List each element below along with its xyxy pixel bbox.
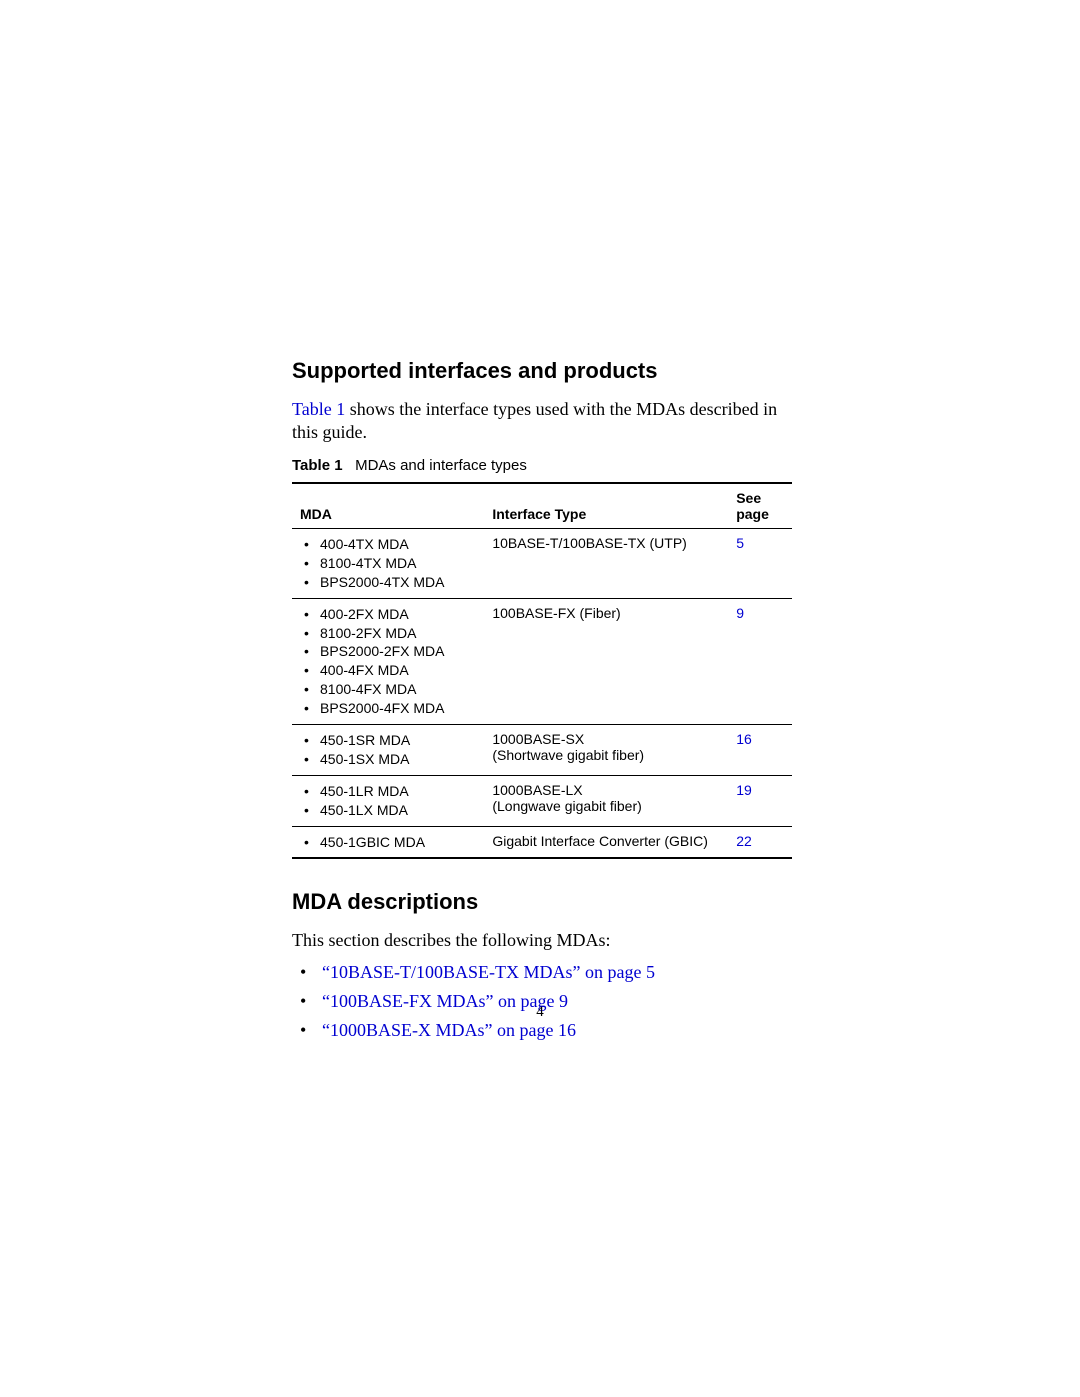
cell-mda: 400-4TX MDA8100-4TX MDABPS2000-4TX MDA [292, 529, 484, 599]
cell-see-page: 9 [728, 598, 792, 724]
table-row: 450-1GBIC MDA Gigabit Interface Converter… [292, 826, 792, 858]
mda-list: 450-1GBIC MDA [300, 833, 476, 852]
cell-interface-type: 1000BASE-LX(Longwave gigabit fiber) [484, 775, 728, 826]
page-ref-link[interactable]: 19 [736, 782, 752, 798]
mda-item: 8100-2FX MDA [300, 624, 476, 643]
mda-item: 400-4TX MDA [300, 535, 476, 554]
mda-item: 450-1SR MDA [300, 731, 476, 750]
page: Supported interfaces and products Table … [0, 0, 1080, 1397]
mda-item: 400-4FX MDA [300, 661, 476, 680]
mda-list: 400-4TX MDA8100-4TX MDABPS2000-4TX MDA [300, 535, 476, 592]
table-caption: Table 1 MDAs and interface types [292, 457, 792, 474]
cell-see-page: 22 [728, 826, 792, 858]
description-list-item: “1000BASE-X MDAs” on page 16 [292, 1020, 792, 1041]
cell-mda: 400-2FX MDA8100-2FX MDABPS2000-2FX MDA40… [292, 598, 484, 724]
th-mda: MDA [292, 483, 484, 529]
th-interface-type: Interface Type [484, 483, 728, 529]
table-header-row: MDA Interface Type See page [292, 483, 792, 529]
mda-item: 400-2FX MDA [300, 605, 476, 624]
cross-ref-link[interactable]: “1000BASE-X MDAs” on page 16 [322, 1020, 576, 1040]
page-ref-link[interactable]: 22 [736, 833, 752, 849]
mda-item: 450-1LR MDA [300, 782, 476, 801]
content-block: Supported interfaces and products Table … [292, 358, 792, 1041]
mda-item: BPS2000-4FX MDA [300, 699, 476, 718]
cell-see-page: 16 [728, 725, 792, 776]
table-ref-link[interactable]: Table 1 [292, 399, 345, 419]
mda-item: 450-1SX MDA [300, 750, 476, 769]
cell-interface-type: 10BASE-T/100BASE-TX (UTP) [484, 529, 728, 599]
cell-interface-type: Gigabit Interface Converter (GBIC) [484, 826, 728, 858]
page-ref-link[interactable]: 5 [736, 535, 744, 551]
cell-see-page: 5 [728, 529, 792, 599]
descriptions-list: “10BASE-T/100BASE-TX MDAs” on page 5 “100… [292, 962, 792, 1041]
mda-item: 8100-4TX MDA [300, 554, 476, 573]
cell-mda: 450-1SR MDA450-1SX MDA [292, 725, 484, 776]
cell-interface-type: 100BASE-FX (Fiber) [484, 598, 728, 724]
mda-list: 450-1SR MDA450-1SX MDA [300, 731, 476, 769]
page-ref-link[interactable]: 16 [736, 731, 752, 747]
mda-interface-table: MDA Interface Type See page 400-4TX MDA8… [292, 482, 792, 859]
mda-list: 400-2FX MDA8100-2FX MDABPS2000-2FX MDA40… [300, 605, 476, 718]
mda-item: BPS2000-4TX MDA [300, 573, 476, 592]
table-row: 450-1SR MDA450-1SX MDA1000BASE-SX(Shortw… [292, 725, 792, 776]
th-see-page: See page [728, 483, 792, 529]
description-list-item: “10BASE-T/100BASE-TX MDAs” on page 5 [292, 962, 792, 983]
mda-item: BPS2000-2FX MDA [300, 642, 476, 661]
table-row: 400-2FX MDA8100-2FX MDABPS2000-2FX MDA40… [292, 598, 792, 724]
table-caption-text: MDAs and interface types [355, 457, 527, 474]
mda-list: 450-1LR MDA450-1LX MDA [300, 782, 476, 820]
heading-supported-interfaces: Supported interfaces and products [292, 358, 792, 384]
descriptions-intro: This section describes the following MDA… [292, 929, 792, 952]
intro-text: shows the interface types used with the … [292, 399, 777, 442]
mda-item: 450-1LX MDA [300, 801, 476, 820]
cell-mda: 450-1GBIC MDA [292, 826, 484, 858]
heading-mda-descriptions: MDA descriptions [292, 889, 792, 915]
intro-paragraph: Table 1 shows the interface types used w… [292, 398, 792, 443]
table-caption-label: Table 1 [292, 457, 343, 474]
cross-ref-link[interactable]: “10BASE-T/100BASE-TX MDAs” on page 5 [322, 962, 655, 982]
mda-item: 8100-4FX MDA [300, 680, 476, 699]
page-number: 4 [0, 1004, 1080, 1021]
cell-interface-type: 1000BASE-SX(Shortwave gigabit fiber) [484, 725, 728, 776]
page-ref-link[interactable]: 9 [736, 605, 744, 621]
mda-item: 450-1GBIC MDA [300, 833, 476, 852]
cell-mda: 450-1LR MDA450-1LX MDA [292, 775, 484, 826]
table-row: 400-4TX MDA8100-4TX MDABPS2000-4TX MDA10… [292, 529, 792, 599]
cell-see-page: 19 [728, 775, 792, 826]
table-row: 450-1LR MDA450-1LX MDA1000BASE-LX(Longwa… [292, 775, 792, 826]
